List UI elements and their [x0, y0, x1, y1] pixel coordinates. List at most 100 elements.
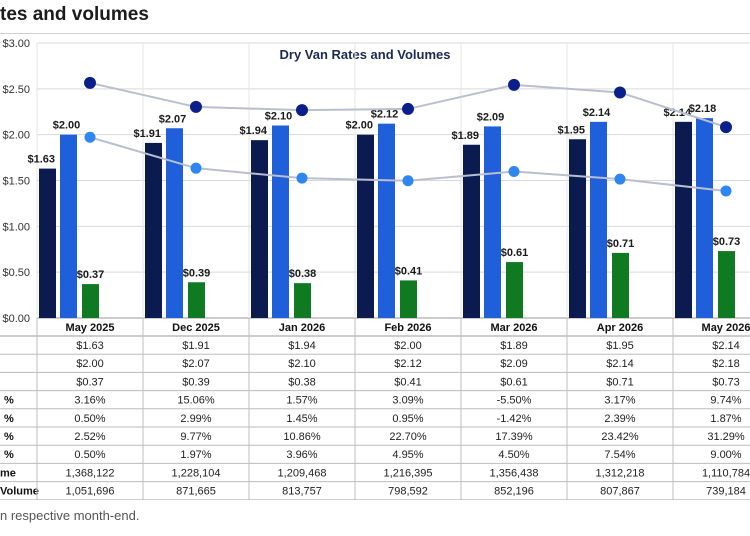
data-label-fuel: $0.37	[77, 269, 105, 281]
table-cell: 2.39%	[604, 413, 635, 425]
table-cell: 739,184	[706, 486, 746, 498]
table-row-label: me	[0, 467, 16, 479]
bar-fuel	[294, 283, 311, 318]
y-tick-label: $1.00	[2, 221, 30, 233]
table-cell: $1.63	[76, 340, 104, 352]
table-cell: 813,757	[282, 486, 322, 498]
table-cell: $2.18	[712, 358, 740, 370]
point-contract-volume	[190, 162, 202, 174]
table-row-label: Volume	[0, 486, 39, 498]
table-row-label: %	[4, 431, 14, 443]
table-cell: 0.50%	[74, 413, 105, 425]
table-cell: $2.10	[288, 358, 316, 370]
y-tick-label: $0.00	[2, 313, 30, 325]
y-tick-label: $3.00	[2, 38, 30, 50]
table-row-label: %	[4, 413, 14, 425]
table-cell: $0.41	[394, 376, 422, 388]
data-label-fuel: $0.61	[501, 247, 529, 259]
bar-spot	[251, 140, 268, 318]
table-cell: 852,196	[494, 486, 534, 498]
table-header-cell: Jan 2026	[279, 322, 325, 334]
table-cell: 3.17%	[604, 395, 635, 407]
data-label-contract: $2.10	[265, 111, 293, 123]
table-cell: 871,665	[176, 486, 216, 498]
table-cell: $1.95	[606, 340, 634, 352]
point-contract-volume	[614, 173, 626, 185]
table-cell: $0.39	[182, 376, 210, 388]
table-cell: $0.73	[712, 376, 740, 388]
bar-contract	[272, 125, 289, 318]
bar-fuel	[82, 284, 99, 318]
table-cell: 1,228,104	[172, 467, 221, 479]
bar-fuel	[612, 252, 629, 318]
y-tick-label: $2.00	[2, 130, 30, 142]
point-spot-volume	[84, 76, 96, 89]
point-contract-volume	[402, 175, 414, 187]
point-contract-volume	[508, 166, 520, 178]
data-label-contract: $2.09	[477, 111, 505, 123]
data-label-fuel: $0.39	[183, 267, 211, 279]
table-cell: 2.52%	[74, 431, 105, 443]
table-cell: 17.39%	[495, 431, 533, 443]
table-row-label: %	[4, 395, 14, 407]
bar-contract	[696, 118, 713, 319]
point-spot-volume	[614, 86, 626, 99]
bar-contract	[378, 123, 395, 319]
table-header-cell: Apr 2026	[597, 322, 643, 334]
table-cell: -5.50%	[497, 395, 532, 407]
table-cell: $1.94	[288, 340, 316, 352]
table-cell: 1,356,438	[490, 467, 539, 479]
table-cell: 0.95%	[392, 413, 423, 425]
table-cell: 1,209,468	[278, 467, 327, 479]
table-cell: 1.97%	[180, 449, 211, 461]
point-spot-volume	[720, 121, 732, 134]
y-tick-label: $1.50	[2, 176, 30, 188]
data-label-contract: $2.12	[371, 109, 399, 121]
table-cell: $2.09	[500, 358, 528, 370]
data-label-fuel: $0.71	[607, 238, 635, 250]
table-cell: $0.71	[606, 376, 634, 388]
table-cell: 1,312,218	[596, 467, 645, 479]
bar-fuel	[188, 282, 205, 318]
table-cell: 3.16%	[74, 395, 105, 407]
chart-title: Dry Van Rates and Volumes	[280, 47, 451, 62]
data-label-spot: $1.63	[27, 154, 55, 166]
table-cell: $1.89	[500, 340, 528, 352]
table-header-cell: May 2026	[702, 322, 750, 334]
table-cell: 1,216,395	[384, 467, 433, 479]
data-label-fuel: $0.41	[395, 265, 423, 277]
table-cell: 23.42%	[601, 431, 639, 443]
table-cell: 1.45%	[286, 413, 317, 425]
table-cell: 3.96%	[286, 449, 317, 461]
table-cell: 1,051,696	[66, 486, 115, 498]
table-cell: $2.00	[76, 358, 104, 370]
table-row-label: %	[4, 449, 14, 461]
table-header-cell: Mar 2026	[490, 322, 537, 334]
dry-van-chart: Dry Van Rates and Volumes $0.00 $0.50 $1.00…	[0, 38, 750, 500]
bar-spot	[39, 168, 56, 318]
data-label-contract: $2.07	[159, 113, 187, 125]
point-spot-volume	[190, 100, 202, 113]
point-spot-volume	[296, 104, 308, 117]
data-label-fuel: $0.73	[713, 236, 741, 248]
data-label-spot: $1.95	[557, 124, 585, 136]
table-cell: 4.50%	[498, 449, 529, 461]
data-label-spot: $2.00	[345, 120, 373, 132]
point-contract-volume	[720, 185, 732, 197]
point-contract-volume	[296, 172, 308, 184]
table-cell: -1.42%	[497, 413, 532, 425]
table-cell: 0.50%	[74, 449, 105, 461]
table-cell: $1.91	[182, 340, 210, 352]
bar-fuel	[400, 280, 417, 318]
data-label-spot: $1.91	[133, 128, 161, 140]
data-label-contract: $2.14	[583, 107, 611, 119]
table-cell: 1,368,122	[66, 467, 115, 479]
table-cell: 807,867	[600, 486, 640, 498]
table-cell: 22.70%	[389, 431, 427, 443]
y-tick-label: $0.50	[2, 267, 30, 279]
bar-fuel	[506, 262, 523, 318]
bar-spot	[675, 121, 692, 318]
data-label-contract: $2.00	[53, 120, 81, 132]
y-tick-label: $2.50	[2, 84, 30, 96]
table-header-cell: Dec 2025	[172, 322, 220, 334]
